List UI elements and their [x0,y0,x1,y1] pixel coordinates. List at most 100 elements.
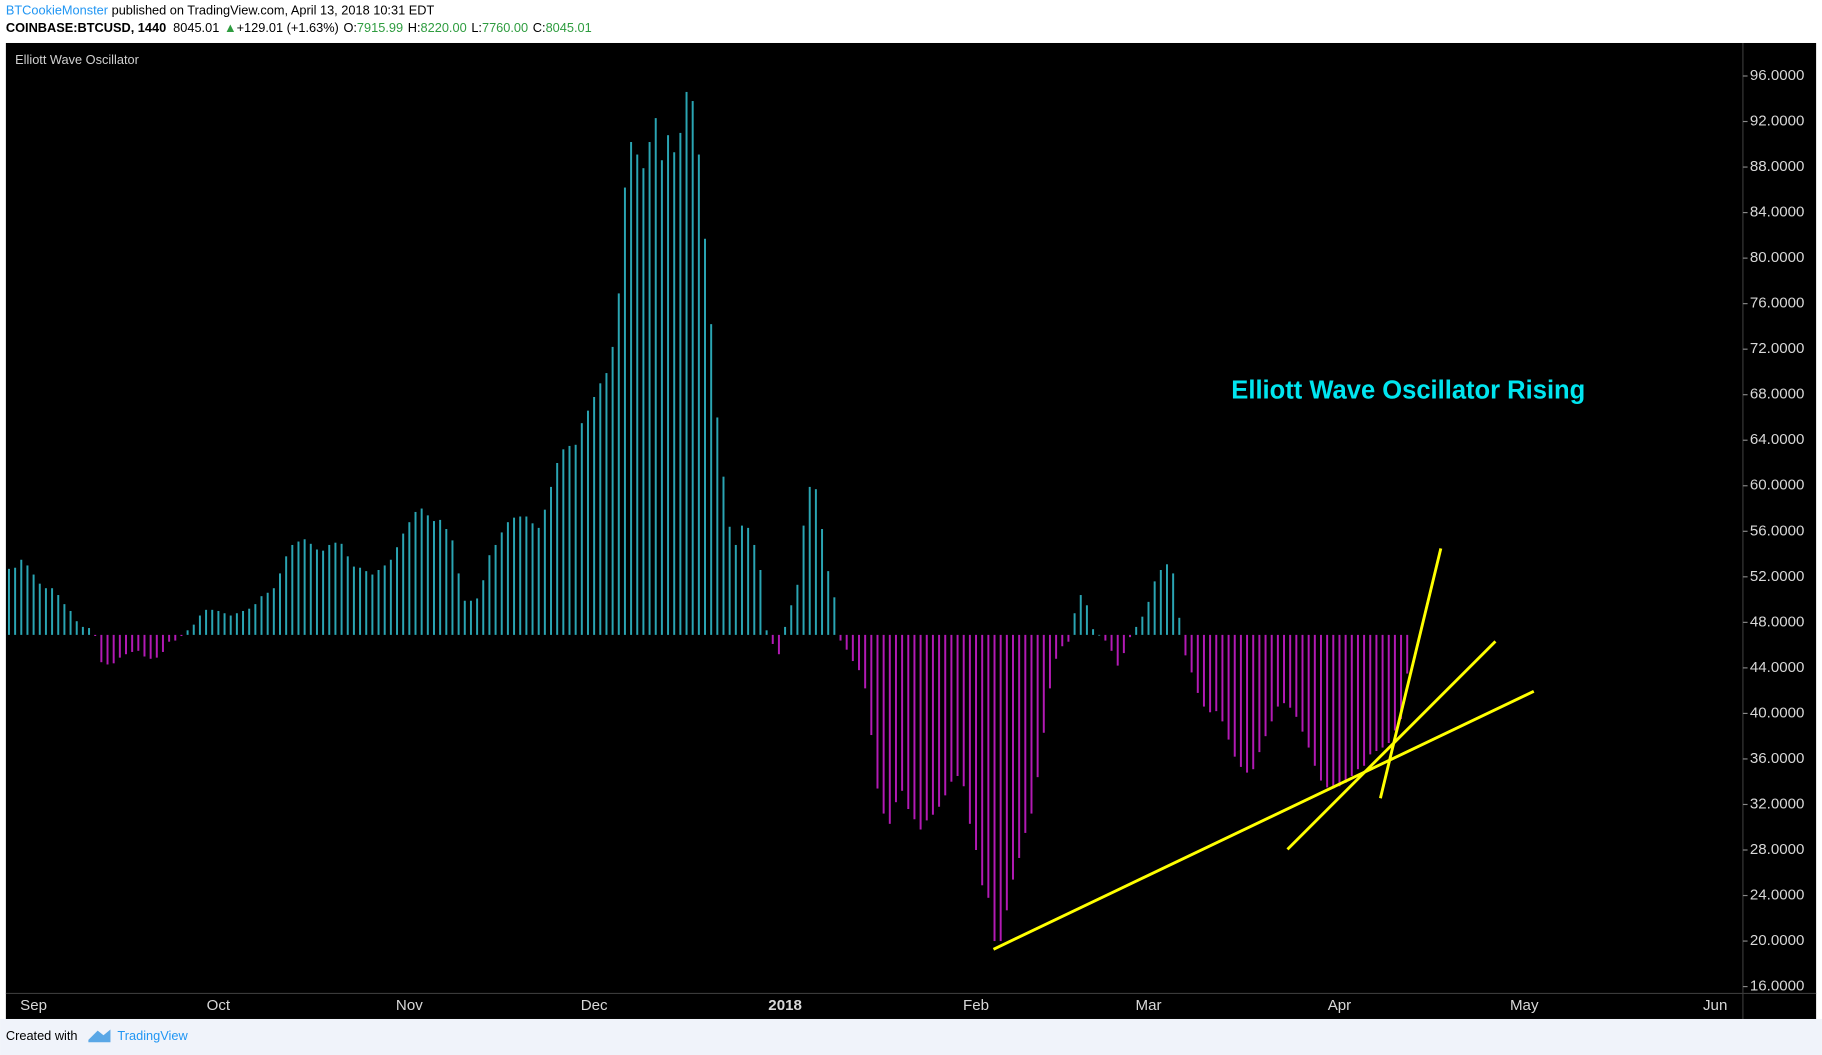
bar [500,532,503,635]
y-tick-label: 56.0000 [1750,522,1805,539]
y-tick-label: 88.0000 [1750,158,1805,175]
bar [112,634,115,664]
open: 7915.99 [357,20,403,35]
y-tick-label: 60.0000 [1750,477,1805,494]
trend-lines [992,548,1535,951]
bar [728,526,731,635]
plot-background [5,42,1817,1019]
bar [266,592,269,635]
header-line-2: COINBASE:BTCUSD, 1440 8045.01 ▲+129.01 (+1… [6,20,592,35]
bar [1030,634,1033,814]
bar [383,565,386,635]
bar [131,634,134,652]
bar [143,634,146,657]
bar [476,598,479,635]
bar [1190,634,1193,673]
y-tick-label: 28.0000 [1750,841,1805,858]
bar [1227,634,1230,740]
bar [734,544,737,635]
open-label: O: [343,20,356,35]
bar [371,574,374,635]
footer-brand[interactable]: TradingView [117,1028,188,1043]
bar [1104,634,1107,641]
y-tick-label: 44.0000 [1750,659,1805,676]
bar [1196,634,1199,693]
bar [260,596,263,635]
bar [488,555,491,635]
bar [106,634,109,665]
x-tick-label: Nov [396,997,423,1014]
bar [38,583,41,635]
published: published on TradingView.com, April 13, … [108,3,434,18]
bar [580,423,583,635]
bar [605,373,608,635]
bar [864,634,867,689]
bar [1215,634,1218,712]
author[interactable]: BTCookieMonster [6,3,109,18]
bar [839,634,842,641]
y-tick-label: 20.0000 [1750,932,1805,949]
symbol: COINBASE:BTCUSD, 1440 [6,20,166,35]
y-tick-label: 24.0000 [1750,887,1805,904]
bar [710,324,713,635]
bar [1252,634,1255,770]
y-tick-label: 92.0000 [1750,113,1805,130]
bar [1073,613,1076,635]
y-tick-label: 52.0000 [1750,568,1805,585]
trend-line [992,690,1535,951]
bar [660,160,663,635]
bar [1079,595,1082,635]
bar [1344,634,1347,783]
x-tick-label: Apr [1328,997,1352,1014]
footer-background [0,1018,1822,1055]
bar [315,549,318,635]
bar [118,634,121,658]
bar [1270,634,1273,722]
bar [574,444,577,635]
bar [1381,634,1384,748]
bar [975,634,978,851]
close-label: C: [533,20,546,35]
bar [365,571,368,635]
bar [950,634,953,782]
header-background [0,0,1822,43]
tradingview-logo[interactable] [88,1029,111,1043]
bar [1018,634,1021,858]
bar [562,449,565,635]
y-tick-label: 64.0000 [1750,431,1805,448]
bar [777,634,780,655]
bar [211,609,214,635]
bar [648,142,651,635]
bar [919,634,922,830]
bar [1332,634,1335,789]
bar [1178,617,1181,635]
bar [654,118,657,635]
bar [137,634,140,651]
bar [161,634,164,652]
bar [1005,634,1008,911]
bar [346,556,349,635]
bar [445,529,448,635]
bar [870,634,873,736]
bar [537,527,540,635]
bar [285,556,288,635]
low-label: L: [471,20,482,35]
bar [913,634,916,820]
bar [981,634,984,886]
bar [44,588,47,635]
bar [1326,634,1329,788]
bar [1283,634,1286,704]
bar [303,539,306,635]
y-tick-label: 32.0000 [1750,795,1805,812]
bar [279,573,281,635]
bar [1295,634,1298,717]
bar [1147,601,1150,635]
bar [340,543,343,635]
bar [851,634,854,662]
bar [771,634,774,644]
annotation: Elliott Wave Oscillator Rising [1231,376,1585,404]
bar [630,142,633,635]
low: 7760.00 [482,20,528,35]
bar [1400,634,1403,720]
bar [1319,634,1322,781]
